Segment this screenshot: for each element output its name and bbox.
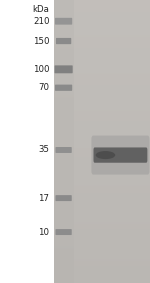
Text: 17: 17 <box>39 194 50 203</box>
FancyBboxPatch shape <box>56 147 72 153</box>
FancyBboxPatch shape <box>91 136 149 175</box>
Text: 10: 10 <box>39 228 50 237</box>
Text: 70: 70 <box>39 83 50 92</box>
Text: 100: 100 <box>33 65 50 74</box>
Text: 35: 35 <box>39 145 50 155</box>
Text: 150: 150 <box>33 37 50 46</box>
FancyBboxPatch shape <box>55 18 72 25</box>
FancyBboxPatch shape <box>93 147 147 163</box>
Ellipse shape <box>96 151 115 159</box>
Text: 210: 210 <box>33 17 50 26</box>
FancyBboxPatch shape <box>55 85 72 91</box>
FancyBboxPatch shape <box>54 65 73 73</box>
FancyBboxPatch shape <box>56 195 72 201</box>
Text: kDa: kDa <box>33 5 50 14</box>
FancyBboxPatch shape <box>56 229 72 235</box>
FancyBboxPatch shape <box>56 38 71 44</box>
